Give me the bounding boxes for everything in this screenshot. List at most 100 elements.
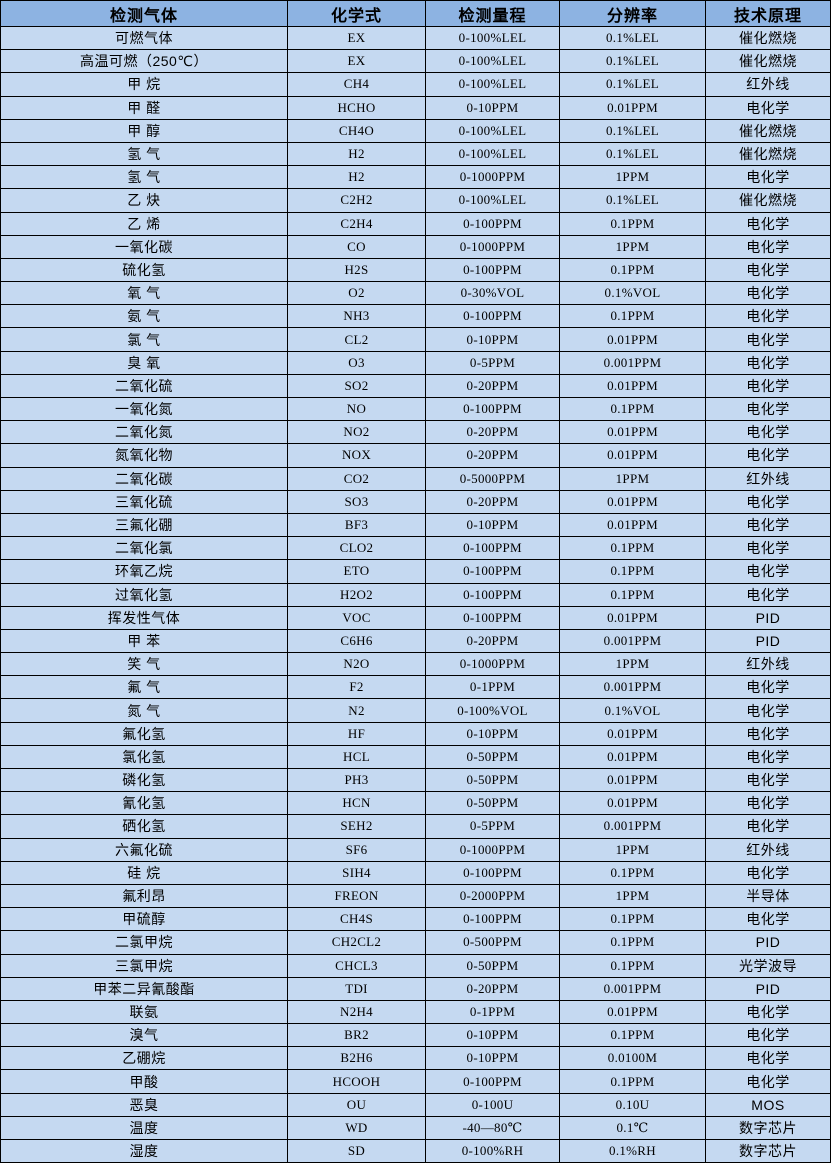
cell-form: F2 bbox=[288, 676, 426, 699]
cell-form: C2H4 bbox=[288, 212, 426, 235]
cell-range: 0-5000PPM bbox=[426, 467, 560, 490]
cell-form: NO2 bbox=[288, 421, 426, 444]
cell-range: 0-10PPM bbox=[426, 328, 560, 351]
cell-res: 0.01PPM bbox=[560, 1000, 706, 1023]
cell-tech: 催化燃烧 bbox=[706, 50, 831, 73]
cell-res: 0.001PPM bbox=[560, 815, 706, 838]
cell-tech: 红外线 bbox=[706, 653, 831, 676]
table-header: 检测气体 化学式 检测量程 分辨率 技术原理 寿 命 bbox=[1, 1, 831, 27]
cell-res: 0.01PPM bbox=[560, 421, 706, 444]
cell-tech: 电化学 bbox=[706, 166, 831, 189]
table-header-row: 检测气体 化学式 检测量程 分辨率 技术原理 寿 命 bbox=[1, 1, 831, 27]
cell-form: O3 bbox=[288, 351, 426, 374]
cell-tech: 电化学 bbox=[706, 513, 831, 536]
cell-res: 0.001PPM bbox=[560, 351, 706, 374]
cell-form: EX bbox=[288, 50, 426, 73]
cell-tech: PID bbox=[706, 629, 831, 652]
cell-res: 0.01PPM bbox=[560, 374, 706, 397]
cell-res: 0.1℃ bbox=[560, 1116, 706, 1139]
cell-tech: 电化学 bbox=[706, 282, 831, 305]
cell-form: BR2 bbox=[288, 1024, 426, 1047]
cell-range: 0-1000PPM bbox=[426, 235, 560, 258]
cell-gas: 二氧化碳 bbox=[1, 467, 288, 490]
cell-res: 0.1PPM bbox=[560, 537, 706, 560]
cell-tech: 电化学 bbox=[706, 583, 831, 606]
cell-tech: 电化学 bbox=[706, 745, 831, 768]
cell-gas: 环氧乙烷 bbox=[1, 560, 288, 583]
cell-gas: 三氟化硼 bbox=[1, 513, 288, 536]
cell-res: 0.01PPM bbox=[560, 513, 706, 536]
cell-gas: 甲酸 bbox=[1, 1070, 288, 1093]
cell-tech: 电化学 bbox=[706, 398, 831, 421]
cell-tech: PID bbox=[706, 977, 831, 1000]
cell-form: HCN bbox=[288, 792, 426, 815]
cell-tech: 电化学 bbox=[706, 328, 831, 351]
cell-tech: 电化学 bbox=[706, 490, 831, 513]
cell-range: 0-100PPM bbox=[426, 1070, 560, 1093]
cell-range: 0-100PPM bbox=[426, 583, 560, 606]
cell-res: 0.1%VOL bbox=[560, 699, 706, 722]
column-header-technology: 技术原理 bbox=[706, 1, 831, 27]
column-header-formula: 化学式 bbox=[288, 1, 426, 27]
cell-form: FREON bbox=[288, 884, 426, 907]
cell-form: TDI bbox=[288, 977, 426, 1000]
cell-tech: 电化学 bbox=[706, 537, 831, 560]
cell-gas: 氯 气 bbox=[1, 328, 288, 351]
cell-form: VOC bbox=[288, 606, 426, 629]
cell-range: 0-100PPM bbox=[426, 398, 560, 421]
cell-tech: 电化学 bbox=[706, 699, 831, 722]
cell-gas: 二氯甲烷 bbox=[1, 931, 288, 954]
cell-res: 1PPM bbox=[560, 467, 706, 490]
cell-gas: 湿度 bbox=[1, 1140, 288, 1163]
cell-form: HCHO bbox=[288, 96, 426, 119]
cell-gas: 可燃气体 bbox=[1, 27, 288, 50]
cell-gas: 恶臭 bbox=[1, 1093, 288, 1116]
cell-res: 0.1PPM bbox=[560, 258, 706, 281]
cell-tech: 电化学 bbox=[706, 815, 831, 838]
cell-gas: 三氧化硫 bbox=[1, 490, 288, 513]
cell-range: 0-30%VOL bbox=[426, 282, 560, 305]
cell-range: -40—80℃ bbox=[426, 1116, 560, 1139]
cell-res: 0.1%LEL bbox=[560, 73, 706, 96]
column-header-gas: 检测气体 bbox=[1, 1, 288, 27]
cell-range: 0-1000PPM bbox=[426, 653, 560, 676]
cell-tech: 电化学 bbox=[706, 560, 831, 583]
cell-tech: 电化学 bbox=[706, 1047, 831, 1070]
cell-gas: 一氧化氮 bbox=[1, 398, 288, 421]
cell-res: 0.01PPM bbox=[560, 745, 706, 768]
cell-form: N2 bbox=[288, 699, 426, 722]
cell-tech: 电化学 bbox=[706, 1024, 831, 1047]
cell-res: 0.1%LEL bbox=[560, 119, 706, 142]
cell-form: CLO2 bbox=[288, 537, 426, 560]
cell-form: CL2 bbox=[288, 328, 426, 351]
cell-range: 0-100%VOL bbox=[426, 699, 560, 722]
cell-range: 0-20PPM bbox=[426, 490, 560, 513]
cell-range: 0-1PPM bbox=[426, 676, 560, 699]
cell-gas: 笑 气 bbox=[1, 653, 288, 676]
cell-range: 0-100PPM bbox=[426, 560, 560, 583]
cell-form: CH2CL2 bbox=[288, 931, 426, 954]
cell-tech: 电化学 bbox=[706, 96, 831, 119]
cell-form: HF bbox=[288, 722, 426, 745]
cell-gas: 二氧化氮 bbox=[1, 421, 288, 444]
cell-range: 0-100%RH bbox=[426, 1140, 560, 1163]
cell-range: 0-100PPM bbox=[426, 908, 560, 931]
cell-res: 0.1PPM bbox=[560, 931, 706, 954]
